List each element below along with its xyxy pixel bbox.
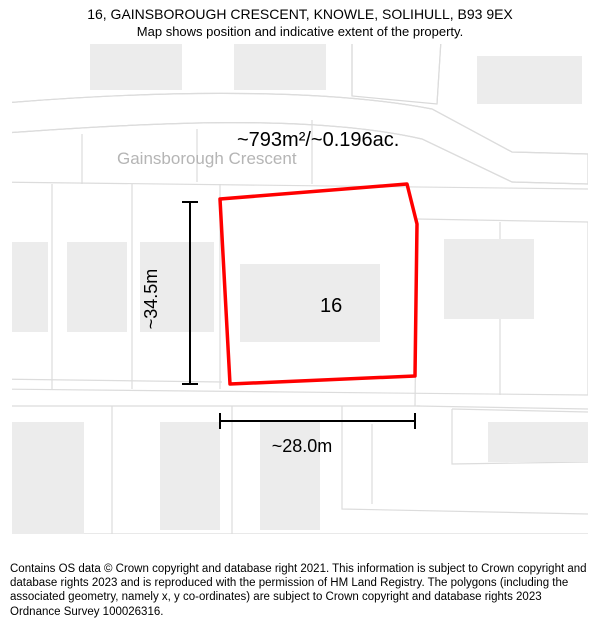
building	[488, 422, 588, 462]
page: 16, GAINSBOROUGH CRESCENT, KNOWLE, SOLIH…	[0, 0, 600, 625]
building	[444, 239, 534, 319]
building	[90, 44, 182, 90]
building	[12, 242, 48, 332]
map-svg: Gainsborough Crescent~793m²/~0.196ac. 16 ~…	[12, 44, 588, 534]
street-label: Gainsborough Crescent	[117, 149, 297, 168]
footer-copyright: Contains OS data © Crown copyright and d…	[10, 562, 590, 620]
plot-number: 16	[320, 295, 342, 317]
address-line: 16, GAINSBOROUGH CRESCENT, KNOWLE, SOLIH…	[0, 6, 600, 22]
building	[477, 56, 582, 104]
dim-height-label: ~34.5m	[141, 269, 161, 330]
building	[240, 264, 380, 342]
header: 16, GAINSBOROUGH CRESCENT, KNOWLE, SOLIH…	[0, 6, 600, 39]
map: Gainsborough Crescent~793m²/~0.196ac. 16 ~…	[12, 44, 588, 534]
building	[67, 242, 127, 332]
building	[12, 422, 84, 534]
building	[234, 44, 326, 90]
dim-width-label: ~28.0m	[272, 436, 333, 456]
building	[160, 422, 220, 530]
subtitle-line: Map shows position and indicative extent…	[0, 24, 600, 39]
area-label: ~793m²/~0.196ac.	[237, 129, 399, 151]
